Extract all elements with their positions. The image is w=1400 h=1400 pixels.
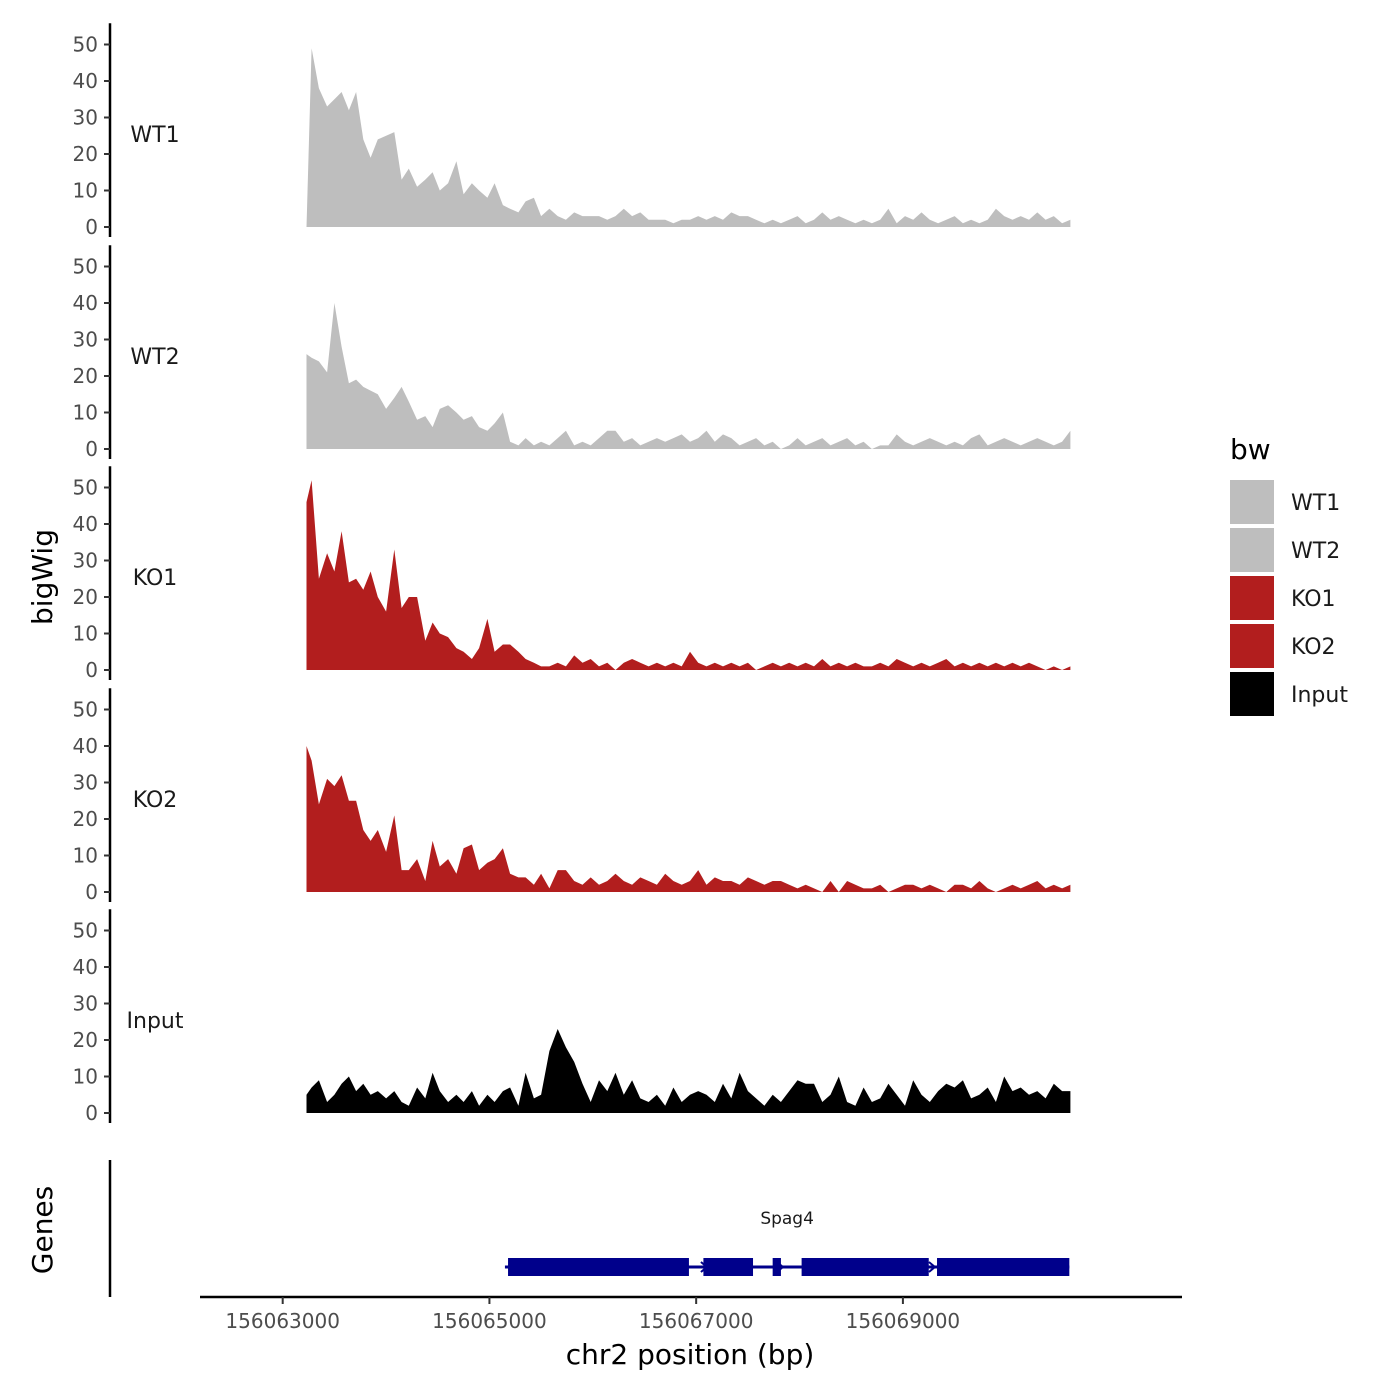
y-tick-label: 10 [73, 179, 98, 203]
x-tick-label: 156069000 [846, 1309, 961, 1333]
legend-label-ko1: KO1 [1291, 587, 1336, 612]
y-tick-label: 30 [73, 992, 98, 1016]
y-tick-label: 30 [73, 549, 98, 573]
gene-track-title: Genes [26, 1186, 59, 1274]
coverage-area-wt2 [306, 303, 1071, 449]
legend-label-wt2: WT2 [1291, 539, 1340, 564]
y-tick-label: 50 [73, 919, 98, 943]
gene-exon [508, 1258, 689, 1276]
y-tick-label: 50 [73, 33, 98, 57]
gene-exon [772, 1258, 781, 1276]
y-tick-label: 10 [73, 622, 98, 646]
track-label: WT1 [130, 123, 179, 148]
y-tick-label: 0 [85, 658, 98, 682]
legend-title: bw [1230, 433, 1271, 466]
legend-label-input: Input [1291, 683, 1348, 708]
y-tick-label: 0 [85, 1101, 98, 1125]
y-tick-label: 20 [73, 142, 98, 166]
y-tick-label: 0 [85, 880, 98, 904]
y-tick-label: 20 [73, 364, 98, 388]
x-tick-label: 156065000 [432, 1309, 547, 1333]
y-tick-label: 30 [73, 328, 98, 352]
y-tick-label: 40 [73, 291, 98, 315]
y-tick-label: 20 [73, 807, 98, 831]
track-label: WT2 [130, 345, 179, 370]
y-tick-label: 20 [73, 585, 98, 609]
legend-swatch-ko1 [1230, 576, 1274, 620]
legend: bw WT1 WT2 KO1 KO2 Input [1230, 433, 1348, 716]
gene-track: Spag4 [108, 1160, 1070, 1297]
legend-label-ko2: KO2 [1291, 635, 1336, 660]
track-ko1: 0 10 20 30 40 50 KO1 [73, 466, 1071, 682]
track-label: Input [127, 1009, 184, 1034]
legend-swatch-wt2 [1230, 528, 1274, 572]
legend-swatch-input [1230, 672, 1274, 716]
y-tick-label: 50 [73, 255, 98, 279]
strand-arrow [928, 1261, 937, 1273]
y-tick-label: 50 [73, 698, 98, 722]
legend-label-wt1: WT1 [1291, 491, 1340, 516]
gene-name-label: Spag4 [760, 1209, 814, 1229]
y-tick-label: 10 [73, 401, 98, 425]
y-tick-label: 20 [73, 1028, 98, 1052]
track-label: KO1 [133, 566, 178, 591]
y-tick-label: 0 [85, 215, 98, 239]
track-wt2: 0 10 20 30 40 50 WT2 [73, 245, 1071, 461]
coverage-area-wt1 [306, 48, 1071, 228]
gene-exon [937, 1258, 1070, 1276]
y-tick-label: 40 [73, 512, 98, 536]
y-tick-label: 40 [73, 734, 98, 758]
y-tick-label: 40 [73, 69, 98, 93]
track-wt1: 0 10 20 30 40 50 WT1 [73, 23, 1071, 239]
x-axis: 156063000 156065000 156067000 156069000 [200, 1295, 1182, 1333]
y-axis-title: bigWig [26, 529, 59, 625]
track-label: KO2 [133, 788, 178, 813]
y-tick-label: 10 [73, 844, 98, 868]
gene-exon [703, 1258, 754, 1276]
y-tick-label: 0 [85, 437, 98, 461]
x-tick-label: 156067000 [639, 1309, 754, 1333]
y-tick-label: 40 [73, 955, 98, 979]
coverage-area-ko1 [306, 480, 1071, 670]
legend-swatch-wt1 [1230, 480, 1274, 524]
y-tick-label: 30 [73, 106, 98, 130]
track-input: 0 10 20 30 40 50 Input [73, 909, 1071, 1125]
y-tick-label: 50 [73, 476, 98, 500]
coverage-area-input [306, 1029, 1071, 1113]
y-tick-label: 30 [73, 771, 98, 795]
y-tick-label: 10 [73, 1065, 98, 1089]
coverage-tracks: 0 10 20 30 40 50 WT1 0 10 20 30 40 50 WT2 0 10 20 30 40 50 K… [73, 23, 1071, 1125]
coverage-area-ko2 [306, 746, 1071, 892]
x-tick-label: 156063000 [225, 1309, 340, 1333]
track-ko2: 0 10 20 30 40 50 KO2 [73, 688, 1071, 904]
gene-exon [801, 1258, 929, 1276]
legend-swatch-ko2 [1230, 624, 1274, 668]
x-axis-title: chr2 position (bp) [566, 1338, 815, 1371]
